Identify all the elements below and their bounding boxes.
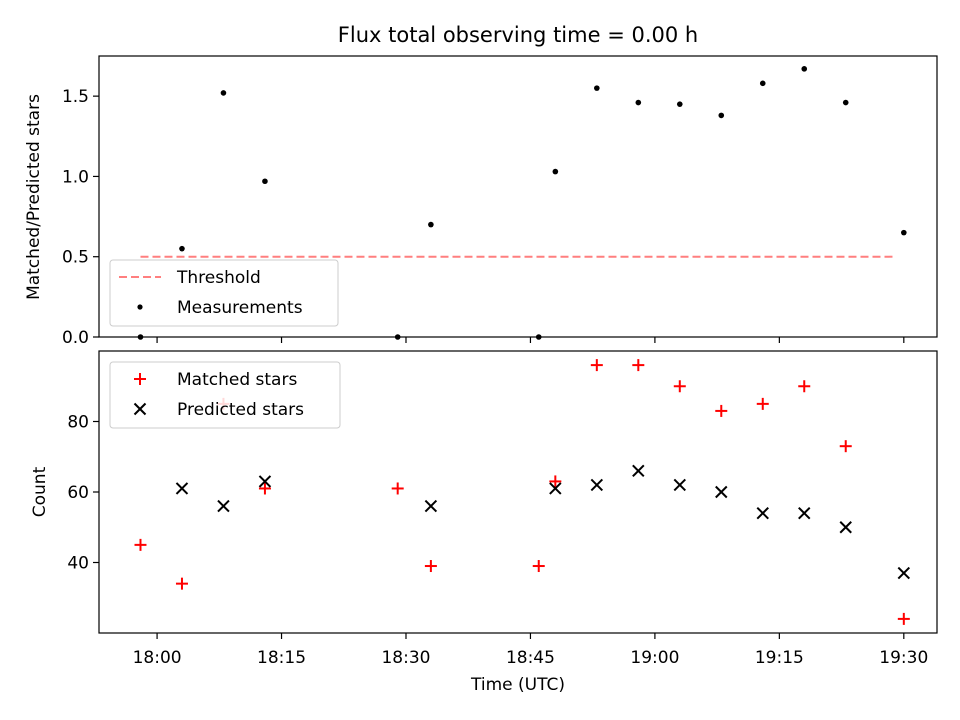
matched-stars-point [632,359,645,372]
predicted-stars-point [590,478,604,492]
matched-stars-point [673,380,686,393]
predicted-legend-swatch [133,402,147,416]
measurements-point [594,85,600,91]
measurements-point [718,112,725,119]
y-axis-label-ratio: Matched/Predicted stars [24,94,44,300]
count-panel-frame [98,350,938,634]
matched-stars-point [897,612,910,625]
count-y-tick-label: 60 [67,483,89,503]
x-tick-label: 18:45 [506,648,555,668]
measurements-point [262,178,268,185]
measurements-point [552,168,559,175]
x-tick-label: 18:00 [133,648,182,668]
matched-stars-point [798,380,811,393]
predicted-stars-point [673,478,686,492]
count-legend: Matched stars Predicted stars [109,361,341,429]
matched-legend-label: Matched stars [177,370,297,390]
measurements-point [676,101,683,107]
matched-stars-point [258,482,271,495]
count-y-tick-label: 40 [67,554,89,574]
predicted-stars-point [258,475,272,488]
measurements-point [179,245,185,252]
threshold-legend-label: Threshold [176,268,261,288]
count-legend-box [109,361,341,429]
matched-stars-point [391,482,404,495]
ratio-legend-box [109,259,339,327]
matched-stars-point [715,404,728,417]
predicted-stars-point [217,499,230,513]
matched-stars-point [549,475,562,488]
predicted-stars-point [798,506,811,520]
predicted-stars-point [897,566,911,580]
ratio-panel-ticks: 0.0 0.5 1.0 1.5 [62,87,905,348]
measurements-legend-swatch [137,304,143,310]
matched-stars-point [134,538,147,551]
predicted-legend-label: Predicted stars [177,400,304,420]
measurements-point [842,99,849,106]
measurements-point [801,66,808,72]
predicted-stars-point [549,482,562,495]
x-tick-label: 19:00 [630,648,679,668]
count-panel: Count Time (UTC) 18:00 18:15 18:30 18:45 19:… [30,350,938,695]
ratio-panel-marks [137,66,907,340]
matched-stars-point [424,560,437,573]
x-tick-label: 19:15 [755,648,804,668]
ratio-panel-frame [98,55,938,338]
predicted-stars-point [175,482,189,495]
count-panel-marks [134,359,911,625]
measurements-point [220,90,227,96]
ratio-y-tick-label: 0.0 [62,328,89,348]
measurements-point [759,80,766,87]
predicted-stars-point [632,464,645,478]
measurements-point [901,229,907,236]
x-tick-label: 18:15 [257,648,306,668]
measurements-point [428,221,434,228]
chart-title: Flux total observing time = 0.00 h [338,23,698,47]
count-y-tick-label: 80 [67,413,89,433]
measurements-point [635,99,642,106]
predicted-stars-point [424,499,438,513]
matched-stars-point [175,577,188,590]
matched-stars-point [532,560,545,573]
predicted-stars-point [756,506,769,520]
matched-stars-point [590,359,603,372]
matched-stars-point [756,397,769,410]
matched-legend-swatch [134,373,146,385]
measurements-legend-label: Measurements [177,298,303,318]
matched-stars-point [839,440,852,453]
x-tick-label: 18:30 [381,648,430,668]
ratio-legend: Threshold Measurements [109,259,339,327]
predicted-stars-point [839,521,852,534]
y-axis-label-count: Count [30,466,50,517]
ratio-y-tick-label: 0.5 [62,248,89,268]
ratio-y-tick-label: 1.5 [62,87,89,107]
ratio-y-tick-label: 1.0 [62,167,89,187]
x-tick-label: 19:30 [879,648,928,668]
x-axis-label: Time (UTC) [470,675,565,695]
ratio-panel: Flux total observing time = 0.00 h Match… [24,23,938,348]
count-panel-ticks: 18:00 18:15 18:30 18:45 19:00 19:15 19:30 40 60 8… [67,413,928,669]
predicted-stars-point [715,485,728,499]
